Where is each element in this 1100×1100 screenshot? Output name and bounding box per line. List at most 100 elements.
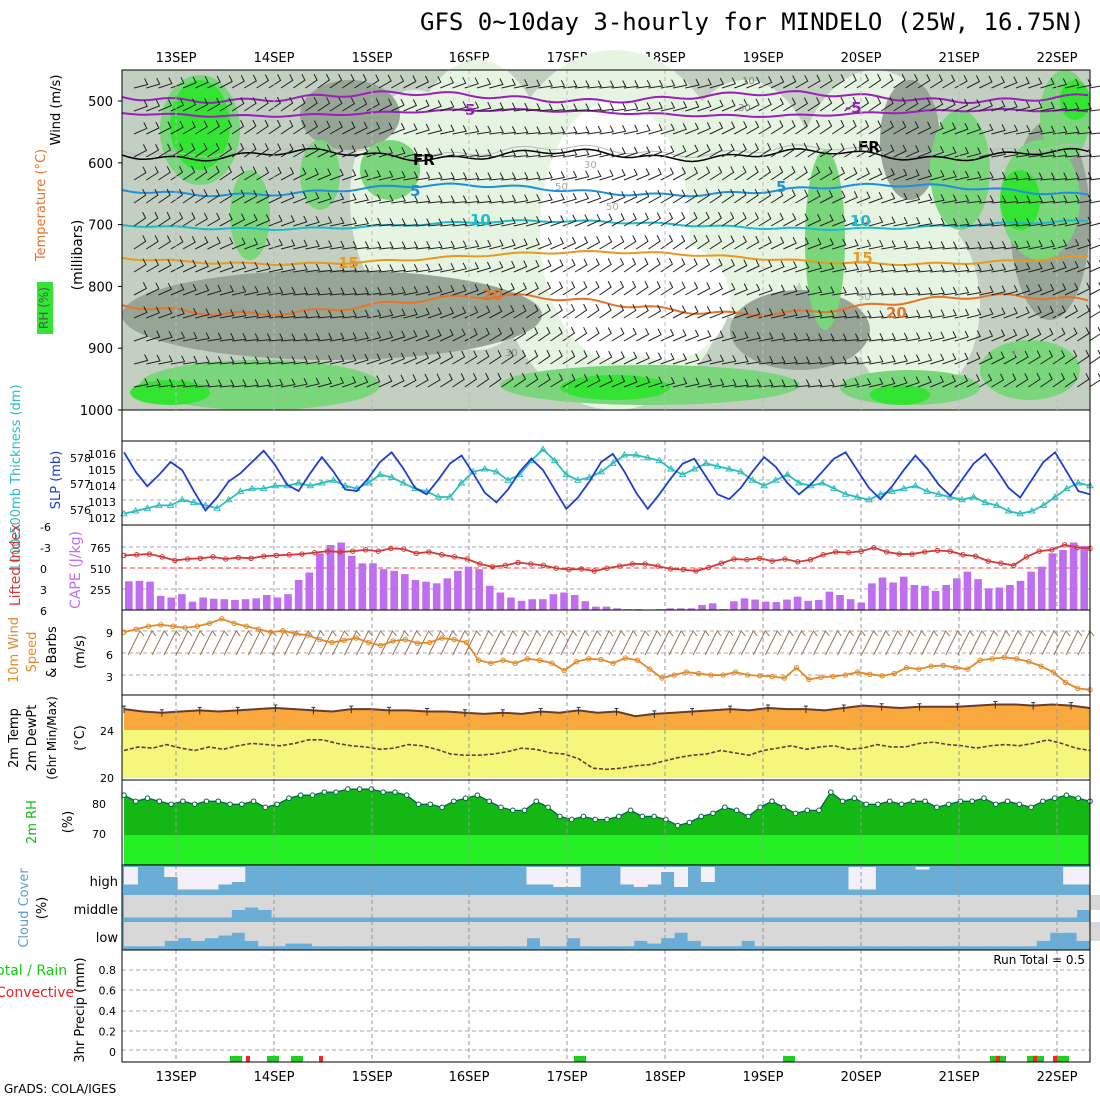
wind-barb: [280, 239, 296, 250]
li-tick: 3: [40, 584, 47, 597]
wind-barb: [452, 350, 466, 365]
thickness-line-marker: [690, 465, 699, 472]
lifted-index-line-marker: [400, 546, 407, 552]
wind-barbs: [133, 73, 1100, 388]
cloud-middle-gap: [124, 895, 138, 918]
wind-speed-line-marker: [268, 629, 274, 635]
wind-barb: [942, 194, 958, 204]
precip-convective-bar: [319, 1055, 323, 1062]
rh-marker: [451, 798, 457, 805]
wind-barb: [538, 281, 552, 296]
lifted-index-line-marker: [540, 562, 547, 569]
precip-total-bar: [1057, 1055, 1069, 1062]
wind-barb: [440, 76, 454, 89]
wind-barb: [1064, 149, 1080, 158]
wind-barb: [293, 333, 308, 342]
cloud-middle-gap: [1049, 895, 1064, 918]
wind-barb: [538, 79, 553, 89]
wind-barb: [832, 286, 847, 296]
wind-barb: [280, 333, 296, 342]
wind-barb: [795, 142, 808, 158]
surface-barb: [981, 630, 999, 656]
wind-barb: [182, 165, 196, 181]
contour-label: 10: [470, 211, 491, 229]
precip-tick: 0.2: [99, 1026, 117, 1039]
lifted-index-line-marker: [845, 549, 852, 556]
cloud-middle-gap: [607, 895, 621, 918]
wind-barb: [501, 304, 515, 319]
wind-barb: [427, 100, 442, 112]
wind-axis-label: (m/s): [73, 635, 88, 669]
wind-barb: [734, 165, 747, 181]
surface-barb: [211, 630, 229, 656]
wind-barb: [464, 372, 478, 388]
lifted-index-line-marker: [273, 552, 280, 559]
wind-barb: [440, 100, 455, 112]
wind-barb: [697, 354, 712, 365]
wind-barb: [452, 101, 467, 112]
wind-barb: [685, 78, 700, 89]
wind-barb: [378, 74, 392, 89]
thickness-line-marker: [864, 495, 873, 503]
cloud-low-gap: [929, 922, 943, 947]
wind-barb: [709, 121, 724, 135]
wind-barb: [268, 286, 284, 296]
wind-barb: [366, 217, 382, 227]
date-tick-bottom: 19SEP: [743, 1070, 784, 1085]
cape-bar: [209, 598, 218, 610]
wind-barb: [378, 146, 394, 158]
cloud-middle-gap: [1036, 895, 1051, 918]
cloud-middle-gap: [472, 895, 487, 918]
rh-marker: [521, 807, 528, 814]
wind-barb: [721, 143, 735, 158]
wind-barb: [219, 309, 235, 319]
cloud-low-gap: [258, 922, 273, 947]
wind-barb: [587, 303, 600, 319]
wind-barb: [415, 75, 430, 89]
wind-barb: [1052, 194, 1068, 204]
li-tick: -6: [40, 521, 51, 534]
cape-bar: [783, 599, 791, 610]
wind-barb: [611, 304, 625, 319]
wind-barb: [403, 263, 419, 273]
wind-barb: [354, 264, 370, 273]
wind-barb: [599, 125, 615, 135]
thickness-line-marker: [143, 504, 152, 511]
wind-barb: [574, 148, 590, 158]
wind-barb: [758, 212, 772, 227]
wind-barb: [1089, 349, 1100, 365]
wind-barb: [391, 308, 406, 319]
wind-barb: [231, 119, 245, 135]
cape-bar: [379, 569, 388, 610]
cloud-middle-gap: [794, 895, 809, 918]
wind-barb: [905, 309, 921, 319]
wind-barb: [893, 240, 909, 250]
rh-marker: [792, 810, 799, 817]
wind-barb: [758, 120, 772, 135]
wind-barb: [868, 215, 884, 227]
wind-barb: [819, 119, 833, 135]
date-tick-top: 21SEP: [939, 51, 980, 66]
cloud-low-gap: [1009, 922, 1024, 947]
wind-barb: [587, 374, 601, 388]
cape-bar: [411, 580, 420, 610]
wind-barb: [244, 261, 259, 273]
wind-barb: [746, 98, 760, 112]
wind-barb: [513, 304, 527, 319]
isotherm-15: [121, 249, 1089, 267]
wind-barb: [342, 376, 357, 388]
wind-barb: [1040, 172, 1056, 181]
thickness-line-marker: [480, 465, 489, 472]
wind-barb: [623, 212, 637, 227]
wind-barb: [672, 353, 688, 365]
wind-barb: [1052, 350, 1066, 365]
wind-barb: [795, 119, 808, 135]
wind-barb: [366, 353, 381, 365]
thickness-line-marker: [306, 481, 315, 489]
cloud-middle-gap: [338, 895, 353, 918]
wind-barb: [207, 379, 223, 388]
wind-speed-line-marker: [561, 667, 567, 674]
cape-bar: [878, 577, 887, 610]
wind-barb: [966, 218, 982, 227]
wind-barb: [244, 237, 259, 250]
